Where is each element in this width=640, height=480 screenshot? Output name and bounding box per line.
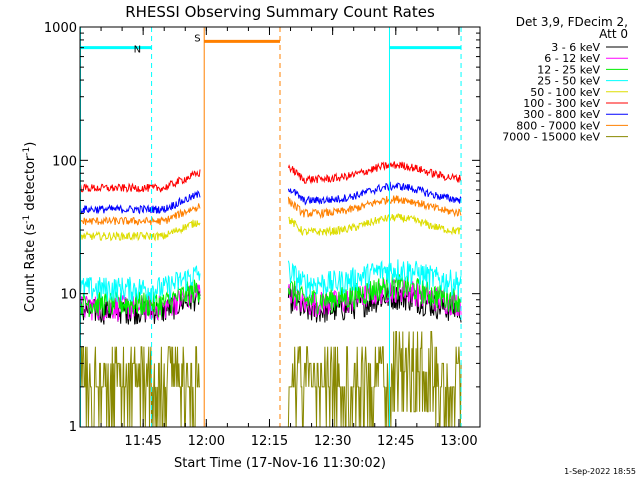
x-tick-label: 12:00 <box>188 434 225 449</box>
legend-header-line-2: Att 0 <box>599 27 628 41</box>
flag-label-S: S <box>194 33 200 44</box>
series-line-300-800keV <box>287 181 462 206</box>
x-axis-label: Start Time (17-Nov-16 11:30:02) <box>174 456 386 471</box>
plot-frame <box>79 26 481 428</box>
series-line-50-100keV <box>288 213 462 237</box>
legend-label: 12 - 25 keV <box>537 63 600 76</box>
x-tick-label: 11:45 <box>124 434 161 449</box>
y-tick-label: 1 <box>69 420 77 435</box>
legend-label: 3 - 6 keV <box>551 41 600 54</box>
series-line-100-300keV <box>287 161 462 185</box>
x-tick-label: 12:15 <box>251 434 288 449</box>
flag-layer: NS <box>80 27 462 427</box>
legend-label: 800 - 7000 keV <box>516 119 600 132</box>
chart-title: RHESSI Observing Summary Count Rates <box>125 3 435 21</box>
series-line-800-7000keV <box>79 203 201 226</box>
y-tick-label: 10 <box>60 288 77 303</box>
series-line-800-7000keV <box>287 195 462 220</box>
legend-label: 6 - 12 keV <box>544 52 600 65</box>
x-tick-label: 12:45 <box>377 434 414 449</box>
y-tick-label: 100 <box>52 154 77 169</box>
legend-header-line-1: Det 3,9, FDecim 2, <box>516 15 628 29</box>
legend-label: 300 - 800 keV <box>523 108 600 121</box>
series-line-25-50keV <box>79 265 201 303</box>
legend-label: 50 - 100 keV <box>530 86 600 99</box>
series-line-300-800keV <box>79 190 201 215</box>
series-line-7000-15000keV <box>287 331 462 428</box>
series-line-12-25keV <box>79 279 201 318</box>
flag-label-N: N <box>134 45 141 56</box>
series-line-50-100keV <box>79 219 201 242</box>
timestamp-annotation: 1-Sep-2022 18:55 <box>564 467 636 476</box>
y-tick-label: 1000 <box>44 21 77 36</box>
series-line-12-25keV <box>287 274 462 315</box>
axis-ticks: 11:45 12:00 12:15 12:30 12:45 13:00 1 10 100 1000 <box>44 21 481 449</box>
series-line-100-300keV <box>79 169 201 193</box>
y-axis-label: Count Rate (s-1 detector-1) <box>22 142 38 313</box>
data-layer <box>79 161 462 428</box>
legend-label: 100 - 300 keV <box>523 97 600 110</box>
series-line-6-12keV <box>287 278 462 318</box>
series-line-7000-15000keV <box>79 346 200 428</box>
legend-label: 7000 - 15000 keV <box>502 131 600 144</box>
x-tick-label: 12:30 <box>314 434 351 449</box>
x-tick-label: 13:00 <box>440 434 477 449</box>
series-line-25-50keV <box>287 259 462 298</box>
legend-label: 25 - 50 keV <box>537 75 600 88</box>
